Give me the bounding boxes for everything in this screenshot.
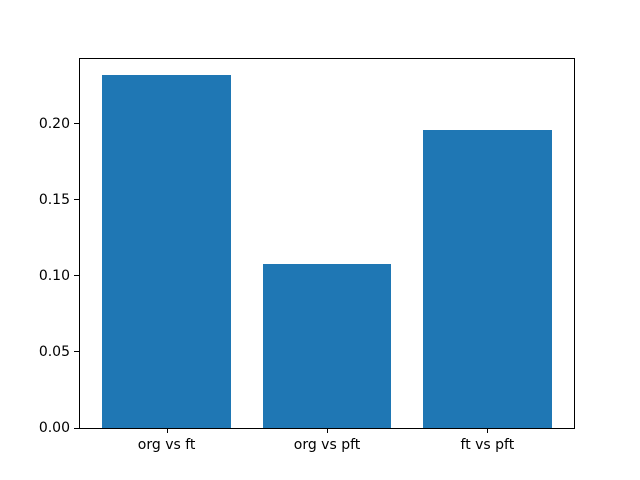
bar-ft-vs-pft [423,129,552,428]
x-tick-mark [327,429,328,433]
y-tick-label-0.05: 0.05 [38,343,70,360]
bar-org-vs-ft [102,74,231,428]
y-tick-label-0.20: 0.20 [38,115,70,132]
plot-area [79,58,575,429]
x-tick-label-ft-vs-pft: ft vs pft [460,437,515,453]
y-tick-label-0.15: 0.15 [38,191,70,208]
x-tick-mark [487,429,489,433]
y-tick-mark [74,275,79,277]
y-tick-label-0.00: 0.00 [38,420,70,436]
y-tick-mark [74,123,79,125]
y-tick-mark [74,427,79,429]
x-tick-mark [166,429,168,433]
bar-org-vs-pft [262,263,392,428]
y-tick-mark [74,199,79,201]
x-tick-label-org-vs-pft: org vs pft [293,437,361,453]
y-tick-mark [74,351,79,353]
x-tick-label-org-vs-ft: org vs ft [137,437,196,453]
y-tick-label-0.10: 0.10 [38,267,70,284]
